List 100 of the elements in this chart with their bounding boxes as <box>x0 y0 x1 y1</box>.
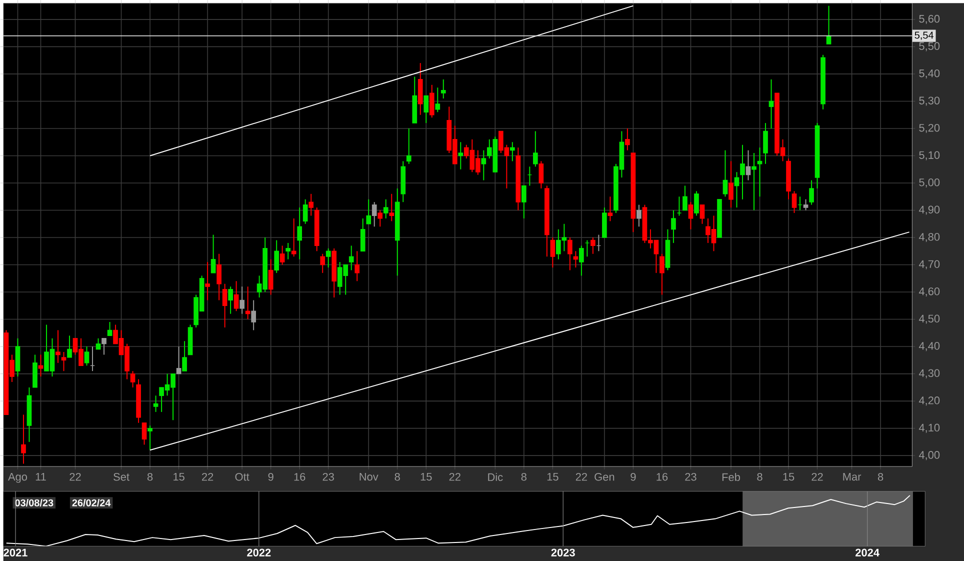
y-tick-label: 4,50 <box>918 314 940 324</box>
candlestick <box>809 180 814 206</box>
candlestick <box>682 185 688 211</box>
candlestick <box>694 190 699 216</box>
candlestick <box>406 128 412 164</box>
candlestick <box>763 122 768 164</box>
candlestick <box>251 300 256 331</box>
candlestick <box>481 150 486 181</box>
candlestick <box>297 206 302 260</box>
candlestick <box>521 185 526 219</box>
candlestick <box>533 130 538 168</box>
candlestick <box>671 210 676 244</box>
candlestick <box>728 160 734 208</box>
y-tick-label: 4,40 <box>918 342 940 352</box>
candlestick <box>826 5 832 44</box>
x-tick-label: 23 <box>685 472 696 481</box>
x-tick-label: 9 <box>268 472 274 481</box>
x-tick-label: 8 <box>147 472 153 481</box>
x-tick-label: 15 <box>174 472 184 481</box>
candlestick <box>366 198 372 224</box>
candlestick <box>67 335 72 358</box>
candlestick <box>440 78 446 99</box>
candlestick <box>210 234 216 274</box>
candlestick <box>84 346 90 366</box>
candlestick <box>383 198 388 219</box>
y-tick-label: 5,10 <box>919 151 940 160</box>
candlestick <box>538 160 544 189</box>
candlestick <box>102 338 106 356</box>
y-tick-label: 5,60 <box>919 14 940 24</box>
candlestick <box>590 236 596 254</box>
x-tick-label: 16 <box>656 472 668 481</box>
candlestick <box>579 245 584 276</box>
candlestick <box>636 204 642 228</box>
candlestick <box>240 286 244 314</box>
candlestick <box>348 245 354 271</box>
x-tick-label: Feb <box>722 472 740 481</box>
candlestick <box>792 190 797 214</box>
candlestick <box>308 193 314 216</box>
candlestick <box>153 395 158 412</box>
candlestick <box>326 248 331 268</box>
x-tick-label: 2024 <box>856 548 880 556</box>
ref-line-label: 5,54 <box>914 32 934 40</box>
candlestick <box>130 370 136 388</box>
candlestick <box>354 250 360 282</box>
y-tick-label: 4,00 <box>918 450 940 460</box>
candlestick <box>21 414 26 464</box>
candlestick <box>274 240 279 274</box>
x-tick-label: 23 <box>322 472 334 481</box>
candlestick <box>550 236 556 268</box>
y-tick-label: 4,10 <box>918 424 940 433</box>
y-tick-label: 4,70 <box>918 260 940 270</box>
y-tick-label: 5,30 <box>919 96 940 106</box>
candlestick <box>608 196 613 222</box>
candlestick <box>734 172 740 208</box>
candlestick <box>372 202 377 228</box>
candlestick <box>803 198 808 211</box>
candlestick <box>61 351 66 372</box>
candlestick <box>768 78 774 129</box>
y-tick-label: 5,50 <box>919 42 940 52</box>
candlestick <box>222 283 228 328</box>
candlestick <box>280 245 285 266</box>
y-tick-label: 5,40 <box>919 69 940 78</box>
x-tick-label: 8 <box>757 472 762 481</box>
x-tick-label: 2021 <box>4 548 28 556</box>
candlestick <box>360 218 366 252</box>
candlestick <box>234 280 239 312</box>
x-tick-label: 22 <box>812 472 823 481</box>
candlestick <box>458 142 464 170</box>
x-tick-label: 22 <box>70 472 81 481</box>
x-tick-label: 8 <box>878 472 884 481</box>
annotation: 03/08/23 <box>15 498 54 506</box>
candlestick <box>286 242 290 260</box>
candlestick <box>700 204 705 224</box>
candlestick <box>573 250 578 268</box>
candlestick <box>228 286 233 314</box>
candlestick <box>746 150 751 181</box>
candlestick <box>302 198 308 224</box>
x-tick-label: 2022 <box>247 548 271 556</box>
x-tick-label: Gen <box>594 472 614 481</box>
candlestick <box>320 253 326 274</box>
x-tick-label: 15 <box>547 472 558 481</box>
x-tick-label: Mar <box>843 472 862 481</box>
x-tick-label: 2023 <box>551 548 575 556</box>
y-tick-label: 4,20 <box>918 396 940 406</box>
y-tick-label: 4,30 <box>918 369 940 378</box>
candlestick <box>176 346 182 374</box>
candlestick <box>142 422 147 446</box>
candlestick <box>435 87 440 113</box>
annotation: 26/02/24 <box>72 498 111 506</box>
candlestick <box>740 144 745 200</box>
candlestick <box>752 152 756 211</box>
candlestick <box>56 330 60 364</box>
candlestick <box>625 128 630 151</box>
candlestick <box>757 146 762 198</box>
candlestick <box>660 253 664 296</box>
x-tick-label: 8 <box>394 472 400 481</box>
candlestick <box>96 338 101 350</box>
candlestick <box>205 261 210 301</box>
x-tick-label: Set <box>114 472 130 481</box>
x-tick-label: Dic <box>488 472 503 481</box>
